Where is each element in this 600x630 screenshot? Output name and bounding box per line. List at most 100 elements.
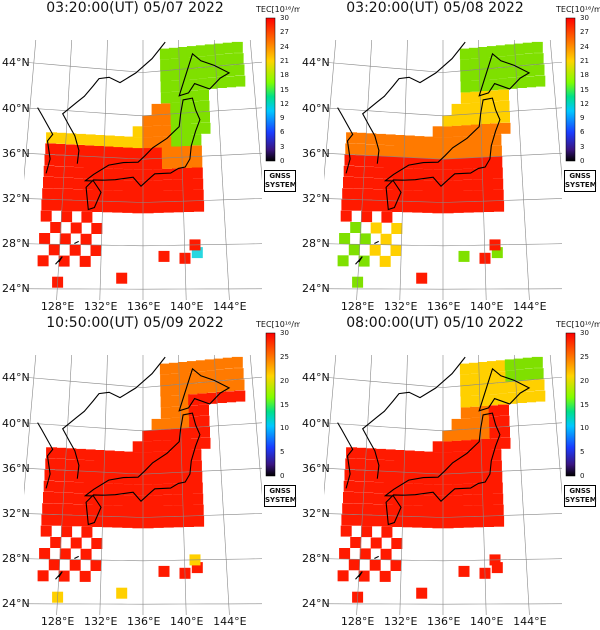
tec-cell	[113, 147, 125, 158]
tec-cell	[403, 146, 415, 158]
tec-cell	[159, 363, 171, 375]
tec-cell	[490, 449, 502, 461]
tec-cell	[195, 45, 207, 57]
tec-cell	[403, 461, 415, 473]
tec-cell	[442, 180, 454, 192]
tec-cell	[337, 255, 349, 267]
colorbar-tick-label: 5	[580, 448, 585, 457]
tec-cell	[151, 114, 163, 126]
tec-cell	[493, 200, 505, 212]
tec-cell	[181, 168, 193, 179]
tec-cell	[373, 471, 385, 482]
tec-cell	[197, 78, 209, 90]
tec-cell	[480, 135, 492, 146]
tec-cell	[180, 428, 192, 439]
tec-cell	[169, 384, 181, 396]
tec-cell	[160, 407, 172, 419]
tec-cell	[496, 371, 508, 383]
tec-cell	[142, 115, 154, 127]
tec-cell	[452, 473, 464, 485]
tec-cell	[469, 373, 481, 385]
tec-cell	[403, 472, 415, 484]
tec-cell	[178, 69, 190, 80]
longitude-label: 136°E	[127, 300, 161, 313]
tec-cell	[403, 483, 414, 495]
tec-cell	[470, 91, 482, 103]
tec-cell	[215, 77, 227, 88]
tec-cell	[369, 244, 381, 256]
tec-cell	[190, 145, 202, 157]
tec-cell	[340, 525, 352, 537]
tec-cell	[498, 404, 509, 416]
tec-cell	[442, 484, 454, 496]
tec-cell	[470, 406, 482, 418]
tec-cell	[178, 58, 190, 69]
tec-cell	[158, 250, 170, 262]
tec-cell	[442, 441, 454, 453]
tec-cell	[403, 450, 415, 462]
colorbar-label: TEC[10¹⁶/m²]	[556, 5, 600, 14]
tec-cell	[190, 438, 201, 450]
tec-cell	[182, 494, 194, 505]
tec-cell	[58, 570, 70, 582]
tec-cell	[393, 483, 405, 494]
longitude-label: 144°E	[213, 615, 247, 628]
tec-map	[0, 315, 300, 630]
tec-cell	[72, 178, 84, 190]
tec-cell	[160, 92, 172, 104]
tec-cell	[413, 136, 425, 148]
tec-cell	[132, 202, 144, 214]
colorbar-tick-label: 12	[280, 99, 289, 108]
tec-cell	[191, 562, 203, 574]
tec-cell	[52, 188, 64, 200]
tec-cell	[162, 483, 174, 495]
tec-cell	[343, 165, 355, 177]
tec-cell	[39, 233, 51, 244]
tec-cell	[471, 146, 483, 158]
tec-cell	[432, 169, 444, 181]
tec-cell	[37, 570, 49, 582]
tec-cell	[477, 47, 489, 58]
meridian-line	[56, 347, 73, 616]
tec-cell	[482, 179, 494, 190]
tec-cell	[116, 587, 128, 599]
tec-cell	[413, 147, 425, 158]
tec-cell	[379, 570, 391, 582]
tec-cell	[102, 190, 114, 202]
tec-cell	[142, 484, 154, 496]
tec-cell	[479, 80, 490, 91]
tec-cell	[452, 462, 464, 474]
tec-cell	[151, 429, 163, 441]
tec-cell	[532, 368, 544, 380]
tec-cell	[43, 492, 54, 503]
tec-cell	[523, 53, 535, 65]
badge-text: SYSTEM	[565, 496, 597, 504]
tec-cell	[113, 136, 125, 148]
tec-cell	[231, 356, 243, 368]
coastline-path	[383, 97, 501, 211]
tec-cell	[371, 515, 383, 527]
tec-cell	[83, 167, 95, 179]
tec-cell	[442, 191, 454, 203]
tec-cell	[222, 42, 234, 54]
tec-cell	[103, 472, 115, 484]
tec-cell	[132, 506, 144, 518]
gnss-system-badge: GNSS SYSTEM	[264, 170, 297, 192]
tec-cell	[478, 69, 490, 80]
latitude-label: 32°N	[302, 506, 330, 520]
tec-cell	[215, 380, 227, 392]
meridian-line	[356, 347, 373, 616]
tec-cell	[489, 427, 501, 439]
tec-cell	[171, 146, 183, 158]
tec-cell	[481, 157, 493, 168]
tec-cell	[112, 483, 124, 495]
tec-cell	[351, 514, 363, 526]
tec-cell	[470, 417, 482, 429]
tec-cell	[523, 368, 535, 380]
tec-cell	[132, 495, 144, 507]
tec-cell	[392, 190, 404, 201]
tec-cell	[94, 450, 106, 461]
tec-map	[300, 315, 600, 630]
tec-cells	[37, 41, 246, 288]
tec-cell	[224, 65, 236, 77]
